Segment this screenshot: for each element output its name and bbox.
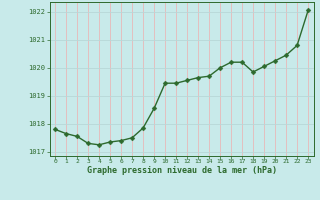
X-axis label: Graphe pression niveau de la mer (hPa): Graphe pression niveau de la mer (hPa) — [87, 166, 276, 175]
